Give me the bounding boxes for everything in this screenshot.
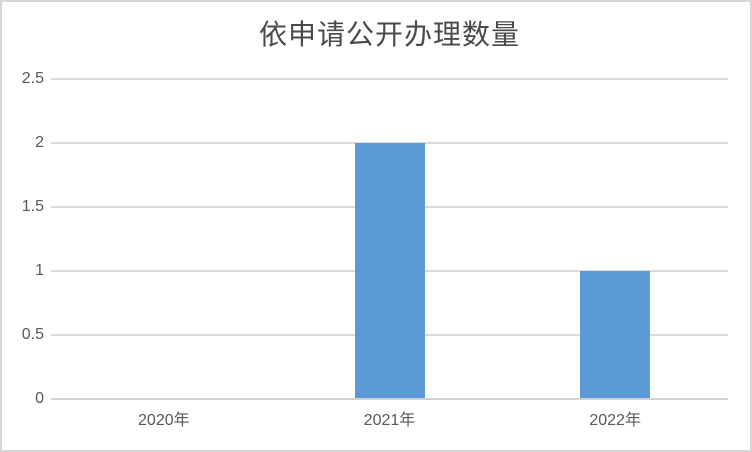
y-axis-tick-label: 1.5 <box>21 198 44 215</box>
y-axis-tick-label: 1 <box>35 262 44 279</box>
bar-2022年 <box>580 271 651 399</box>
gridline <box>51 78 728 80</box>
y-axis-tick-label: 2.5 <box>21 70 44 87</box>
bar-2021年 <box>354 143 425 399</box>
chart-title: 依申请公开办理数量 <box>258 20 520 51</box>
y-axis-tick-label: 0 <box>35 390 44 407</box>
y-axis-tick-label: 2 <box>35 134 44 151</box>
x-axis-tick-label: 2021年 <box>363 412 416 429</box>
x-axis-tick-label: 2020年 <box>138 412 190 429</box>
plot-area: 0 0.5 1 1.5 2 2.5 2020年 2021年 2022年 <box>22 70 728 429</box>
x-axis-line <box>51 398 728 400</box>
y-axis-tick-label: 0.5 <box>21 326 44 343</box>
x-axis-tick-label: 2022年 <box>589 412 641 429</box>
